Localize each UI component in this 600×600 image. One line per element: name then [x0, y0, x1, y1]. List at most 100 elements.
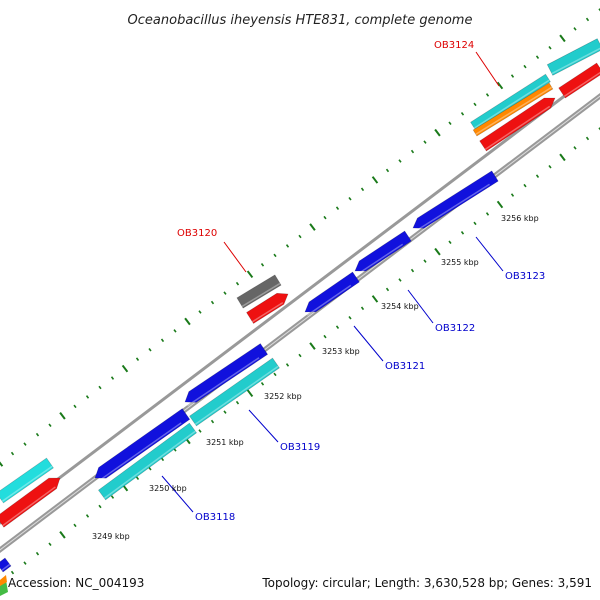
- tick-mark: [148, 347, 152, 352]
- feature-highlight: [103, 430, 196, 499]
- feature-orange-edge: [0, 575, 7, 586]
- tick-mark: [59, 531, 66, 539]
- tick-mark: [535, 174, 540, 178]
- feature-highlight: [475, 86, 553, 135]
- tick-mark: [385, 168, 390, 173]
- tick-mark: [485, 93, 490, 97]
- tick-mark: [323, 334, 327, 339]
- tick-mark: [559, 34, 566, 43]
- tick-mark: [198, 310, 202, 314]
- tick-mark: [35, 551, 40, 556]
- feature-red-ob3120[interactable]: [246, 293, 289, 324]
- tick-mark: [348, 315, 352, 320]
- scale-label: 3250 kbp: [149, 484, 187, 493]
- tick-mark: [10, 570, 15, 575]
- scale-label: 3255 kbp: [441, 258, 479, 267]
- tick-mark: [448, 121, 452, 126]
- feature-cyan[interactable]: [0, 457, 54, 504]
- tick-mark: [85, 514, 90, 518]
- callout-line-ob3123: [475, 236, 504, 272]
- tick-mark: [496, 200, 504, 209]
- tick-mark: [348, 196, 352, 201]
- gene-label-ob3121[interactable]: OB3121: [385, 361, 425, 372]
- scale-label: 3253 kbp: [322, 347, 360, 356]
- tick-mark: [110, 376, 115, 380]
- tick-mark: [23, 442, 27, 446]
- callout-line-ob3119: [248, 409, 279, 443]
- tick-mark: [434, 247, 441, 256]
- feature-orange-ob3124[interactable]: [472, 82, 554, 137]
- feature-highlight: [1, 563, 11, 572]
- feature-red[interactable]: [0, 477, 61, 528]
- gene-label-ob3119[interactable]: OB3119: [280, 442, 320, 453]
- tick-mark: [548, 45, 552, 50]
- tick-mark: [135, 476, 140, 480]
- feature-cyan-ob3119[interactable]: [189, 357, 280, 427]
- tick-mark: [473, 221, 477, 226]
- gene-features: [0, 38, 600, 596]
- feature-blue-ob3118-top[interactable]: [94, 408, 191, 479]
- tick-mark: [548, 164, 552, 169]
- tick-mark: [246, 270, 254, 279]
- gene-label-ob3120[interactable]: OB3120: [177, 228, 217, 239]
- feature-blue-ob3121[interactable]: [304, 271, 360, 313]
- feature-highlight: [473, 79, 550, 129]
- tick-mark: [35, 432, 40, 437]
- feature-highlight: [356, 243, 404, 275]
- tick-mark: [473, 102, 477, 107]
- tick-mark: [510, 74, 515, 78]
- feature-cyan-ob3118[interactable]: [98, 422, 197, 501]
- feature-red-ob3124[interactable]: [479, 97, 556, 152]
- gene-label-ob3118[interactable]: OB3118: [195, 512, 235, 523]
- tick-mark: [423, 140, 427, 144]
- feature-highlight: [551, 47, 600, 75]
- feature-highlight: [241, 282, 281, 308]
- tick-mark: [135, 357, 140, 361]
- tick-mark: [323, 215, 327, 220]
- tick-mark: [523, 64, 527, 69]
- feature-highlight: [2, 486, 56, 527]
- feature-highlight: [414, 183, 490, 233]
- tick-mark: [460, 231, 465, 235]
- tick-mark: [298, 353, 302, 358]
- tick-mark: [585, 17, 590, 22]
- gene-label-ob3122[interactable]: OB3122: [435, 323, 475, 334]
- feature-blue-edge[interactable]: [0, 557, 12, 573]
- feature-red-right[interactable]: [558, 62, 600, 99]
- feature-gray[interactable]: [236, 274, 282, 309]
- feature-blue-ob3123[interactable]: [412, 170, 499, 229]
- tick-mark: [398, 278, 402, 282]
- tick-mark: [160, 457, 165, 462]
- tick-mark: [598, 8, 600, 12]
- tick-mark: [398, 159, 402, 163]
- tick-mark: [235, 400, 240, 405]
- tick-mark: [110, 495, 115, 499]
- tick-mark: [85, 395, 90, 399]
- tick-mark: [573, 146, 577, 150]
- gene-label-ob3123[interactable]: OB3123: [505, 271, 545, 282]
- tick-mark: [460, 112, 465, 116]
- feature-blue-ob3122[interactable]: [354, 230, 412, 272]
- feature-highlight: [187, 357, 260, 407]
- feature-cyan-right[interactable]: [546, 38, 600, 76]
- tick-mark: [335, 206, 340, 210]
- scale-label: 3254 kbp: [381, 302, 419, 311]
- tick-mark: [273, 253, 277, 258]
- tick-mark: [309, 342, 316, 350]
- callout-line-ob3118: [161, 475, 194, 513]
- callout-line-ob3120: [223, 241, 247, 273]
- tick-mark: [371, 295, 379, 303]
- tick-mark: [48, 542, 52, 547]
- tick-mark: [423, 259, 427, 263]
- tick-mark: [535, 55, 540, 59]
- tick-mark: [410, 268, 415, 273]
- tick-mark: [360, 306, 365, 311]
- callout-line-ob3121: [353, 325, 384, 362]
- gene-label-ob3124[interactable]: OB3124: [434, 40, 474, 51]
- feature-highlight: [484, 105, 551, 150]
- tick-mark: [160, 338, 165, 343]
- tick-mark: [246, 389, 254, 398]
- feature-blue-ob3119-top[interactable]: [184, 343, 269, 403]
- tick-mark: [260, 382, 265, 386]
